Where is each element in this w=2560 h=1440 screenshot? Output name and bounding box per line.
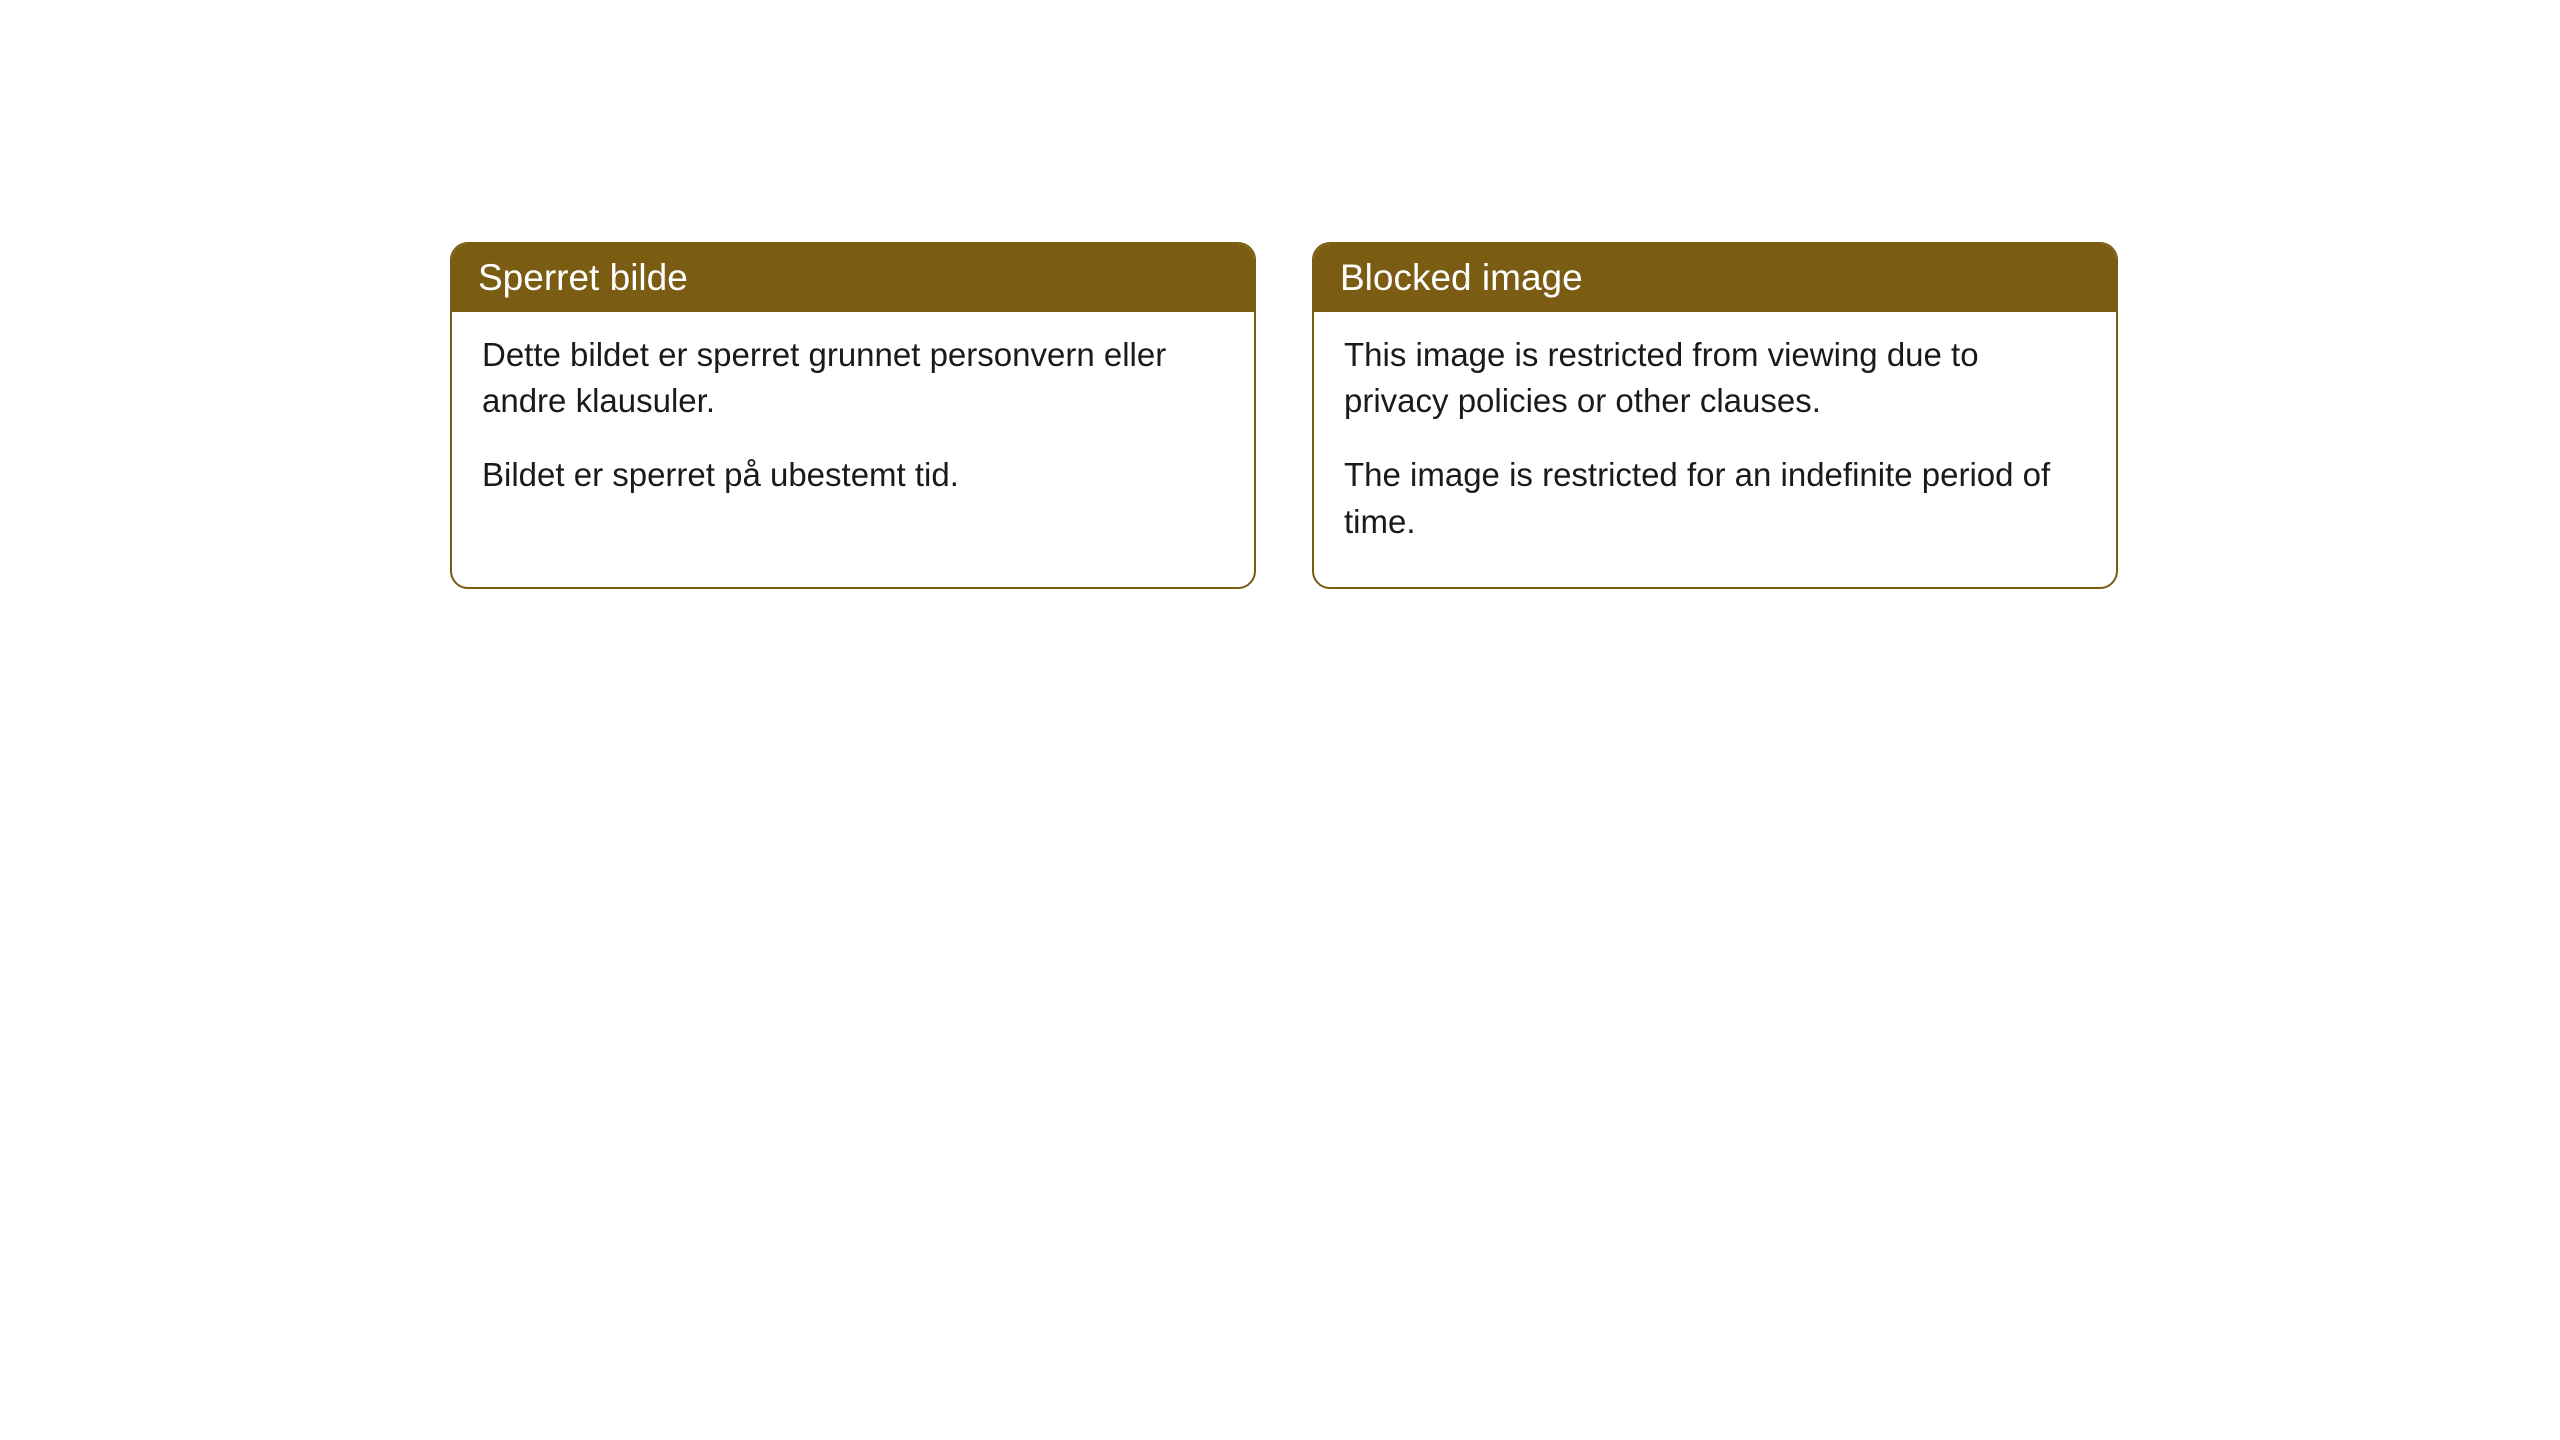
notice-body-norwegian: Dette bildet er sperret grunnet personve… — [452, 312, 1254, 541]
notice-container: Sperret bilde Dette bildet er sperret gr… — [0, 0, 2560, 589]
notice-header-english: Blocked image — [1314, 244, 2116, 312]
notice-paragraph-2-norwegian: Bildet er sperret på ubestemt tid. — [482, 452, 1224, 498]
notice-title-english: Blocked image — [1340, 257, 1583, 298]
notice-paragraph-2-english: The image is restricted for an indefinit… — [1344, 452, 2086, 544]
notice-paragraph-1-norwegian: Dette bildet er sperret grunnet personve… — [482, 332, 1224, 424]
notice-header-norwegian: Sperret bilde — [452, 244, 1254, 312]
notice-card-english: Blocked image This image is restricted f… — [1312, 242, 2118, 589]
notice-paragraph-1-english: This image is restricted from viewing du… — [1344, 332, 2086, 424]
notice-card-norwegian: Sperret bilde Dette bildet er sperret gr… — [450, 242, 1256, 589]
notice-body-english: This image is restricted from viewing du… — [1314, 312, 2116, 587]
notice-title-norwegian: Sperret bilde — [478, 257, 688, 298]
